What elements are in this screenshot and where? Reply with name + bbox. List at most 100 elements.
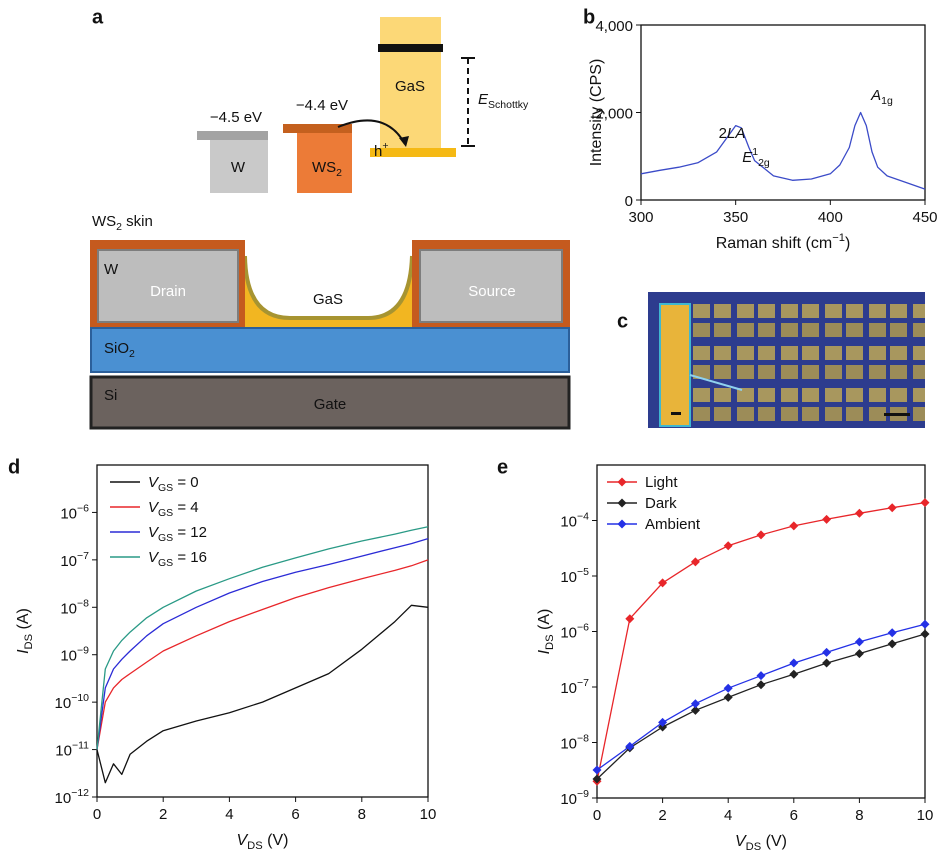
- marker: [888, 628, 897, 637]
- x-axis-title: Raman shift (cm−1): [716, 232, 851, 252]
- text-segment: 10: [60, 600, 77, 617]
- text-segment: 10: [560, 680, 577, 697]
- legend-marker: [618, 478, 627, 487]
- annotation: E12g: [742, 146, 770, 169]
- panel-label: c: [617, 310, 628, 332]
- marker: [691, 557, 700, 566]
- electrode-array: [690, 300, 925, 425]
- text-segment: 10: [560, 569, 577, 586]
- text-segment: −6: [577, 621, 589, 633]
- panel-label: e: [497, 456, 508, 478]
- text-segment: 2: [336, 167, 342, 179]
- text-segment: −5: [577, 566, 589, 578]
- text-segment: (V): [761, 833, 787, 850]
- series-line: [597, 634, 925, 779]
- series-line: [97, 605, 428, 782]
- text-segment: skin: [122, 213, 153, 230]
- text-segment: +: [382, 140, 388, 152]
- x-tick-label: 450: [912, 209, 937, 226]
- y-tick-label: 4,000: [595, 18, 633, 35]
- drain-label: Drain: [150, 283, 186, 300]
- y-tick-label: 10−5: [560, 566, 589, 586]
- text-segment: = 0: [173, 474, 198, 491]
- marker: [822, 659, 831, 668]
- text-segment: 10: [55, 743, 72, 760]
- y-tick-label: 10−11: [55, 739, 89, 759]
- x-tick-label: 10: [917, 807, 934, 824]
- marker: [724, 541, 733, 550]
- marker: [789, 670, 798, 679]
- marker: [855, 649, 864, 658]
- marker: [888, 503, 897, 512]
- channel-label: GaS: [313, 291, 343, 308]
- y-axis-title: IDS (A): [15, 608, 35, 654]
- y-tick-label: 10−9: [60, 644, 89, 664]
- x-tick-label: 400: [818, 209, 843, 226]
- y-tick-label: 0: [625, 193, 633, 210]
- text-segment: 10: [55, 695, 72, 712]
- marker: [757, 680, 766, 689]
- text-segment: DS: [544, 634, 556, 650]
- panel-c: c: [617, 292, 925, 428]
- marker: [757, 671, 766, 680]
- ws2-level-label: −4.4 eV: [296, 97, 348, 114]
- text-segment: 10: [560, 513, 577, 530]
- y-tick-label: 10−6: [60, 502, 89, 522]
- text-segment: −6: [77, 502, 89, 514]
- text-segment: 2: [719, 125, 727, 142]
- text-segment: −7: [77, 550, 89, 562]
- y-axis-title: IDS (A): [536, 609, 556, 655]
- plot-frame: [641, 25, 925, 200]
- marker: [724, 693, 733, 702]
- x-tick-label: 350: [723, 209, 748, 226]
- marker: [921, 630, 930, 639]
- y-tick-label: 10−8: [60, 597, 89, 617]
- x-tick-label: 2: [159, 806, 167, 823]
- marker: [822, 648, 831, 657]
- text-segment: Raman shift (cm: [716, 235, 832, 252]
- marker: [888, 639, 897, 648]
- y-tick-label: 10−7: [560, 677, 589, 697]
- text-segment: GS: [158, 507, 173, 519]
- text-segment: = 16: [173, 549, 207, 566]
- marker: [789, 659, 798, 668]
- text-segment: ): [845, 235, 850, 252]
- chart: d024681010−1210−1110−1010−910−810−710−6V…: [8, 456, 436, 852]
- text-segment: 10: [60, 648, 77, 665]
- text-segment: 10: [55, 790, 72, 807]
- panel-label: d: [8, 456, 20, 478]
- w-label: W: [231, 159, 246, 176]
- text-segment: LA: [727, 125, 745, 142]
- scale-bar: [884, 413, 910, 416]
- text-segment: −9: [77, 644, 89, 656]
- source-label: Source: [468, 283, 516, 300]
- legend-label: Ambient: [645, 516, 701, 533]
- marker: [625, 742, 634, 751]
- legend-label: VGS = 0: [148, 474, 199, 494]
- text-segment: 2g: [758, 157, 770, 169]
- x-tick-label: 4: [225, 806, 233, 823]
- plot-frame: [597, 465, 925, 798]
- x-axis-title: VDS (V): [237, 832, 289, 852]
- device: WS2 skin W Drain GaS Source SiO2 Si Gate: [90, 213, 570, 428]
- annotation: A1g: [870, 87, 893, 107]
- x-tick-label: 6: [291, 806, 299, 823]
- gas-label: GaS: [395, 78, 425, 95]
- text-segment: DS: [746, 841, 762, 853]
- text-segment: WS: [312, 159, 336, 176]
- text-segment: SiO: [104, 340, 129, 357]
- marker: [855, 509, 864, 518]
- text-segment: A: [870, 87, 881, 104]
- inset-strip: [660, 304, 690, 426]
- legend-marker: [618, 520, 627, 529]
- text-segment: −8: [77, 597, 89, 609]
- legend-label: Light: [645, 474, 678, 491]
- x-tick-label: 2: [658, 807, 666, 824]
- x-tick-label: 0: [93, 806, 101, 823]
- y-tick-label: 10−6: [560, 621, 589, 641]
- series-line: [641, 113, 925, 190]
- text-segment: = 4: [173, 499, 198, 516]
- x-tick-label: 6: [790, 807, 798, 824]
- chart: b30035040045002,0004,000Raman shift (cm−…: [583, 6, 938, 252]
